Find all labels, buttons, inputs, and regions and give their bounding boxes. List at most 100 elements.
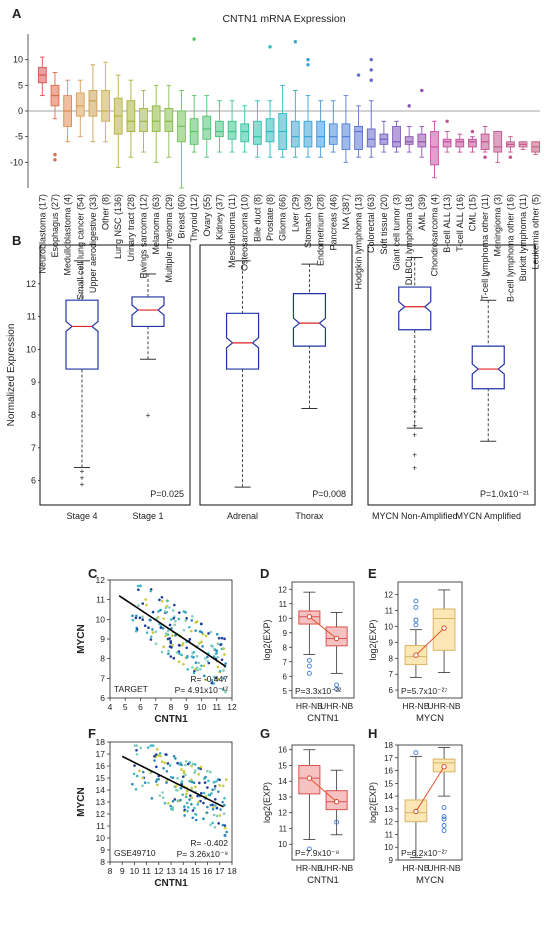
panel-h-ytick-label: 10 [384,843,393,852]
panel-f-point [185,792,188,796]
panel-a-category-label: Osteosarcoma (10) [240,194,250,271]
panel-c-point [204,634,208,638]
panel-a-box-15: Mesothelioma (11) [227,100,237,268]
panel-d-ytick-label: 6 [283,672,288,681]
panel-f-point [186,809,189,813]
panel-g-category-label: UHR-NB [320,863,353,873]
panel-e-mean-point [413,652,419,658]
panel-c-point [162,645,165,649]
panel-a-category-label: Lung NSC (136) [113,194,123,259]
panel-c-point [161,627,165,630]
panel-c-point [136,584,140,588]
panel-a-box-17: Bile duct (8) [252,100,262,242]
panel-f-point [190,780,194,784]
panel-f-point [183,808,186,812]
panel-c-point [187,625,191,629]
panel-h-ytick-label: 16 [384,767,393,776]
panel-a-box-33: T-cell ALL (16) [455,133,465,252]
panel-f-point [193,771,196,775]
panel-f-dataset-label: GSE49710 [114,848,156,858]
panel-h-ytick-label: 12 [384,818,393,827]
panel-b-ytick-label: 11 [27,312,36,322]
panel-f-point [139,746,143,750]
panel-c-point [172,616,176,620]
panel-a-outlier [508,155,513,159]
panel-f-point [172,755,176,758]
panel-b-category-label: Stage 4 [66,511,97,521]
panel-d-ytick-label: 9 [283,629,288,638]
panel-f-point [170,807,173,811]
panel-h-xlabel: MYCN [416,875,444,886]
panel-g-outlier [306,846,312,852]
panel-c-point [220,636,224,640]
panel-f-r-value: R= -0.402 [190,838,228,848]
panel-f-point [218,784,221,787]
panel-c-point [191,615,194,618]
panel-c-point [171,644,174,647]
panel-label-B: B [12,233,21,248]
panel-a-category-label: Giant cell tumor (3) [392,194,402,271]
panel-h-ytick-label: 9 [389,856,394,865]
panel-a-box-20: Liver (29) [290,90,300,232]
panel-label-H: H [368,726,377,741]
panel-c-point [173,623,176,627]
panel-f-point [184,759,188,763]
panel-h-outlier [441,816,447,822]
panel-c-xlabel: CNTN1 [154,714,188,725]
panel-f-point [188,798,191,801]
panel-a-box-26: Colorectal (63) [366,100,376,253]
panel-a-box-38: Burkitt lymphoma (11) [518,141,528,281]
panel-b-category-label: Thorax [295,511,324,521]
panel-f-point [163,761,167,765]
panel-e-ytick-label: 9 [389,638,394,647]
panel-f-point [190,764,194,768]
panel-c-point [167,652,170,656]
panel-f-point [141,784,144,788]
panel-f-point [168,764,172,767]
panel-a-box-5: Other (8) [101,61,111,230]
panel-c-point [194,629,197,632]
panel-c-point [147,626,150,630]
panel-c-point [201,645,204,648]
panel-f-point [155,747,159,751]
panel-c-point [168,637,171,640]
panel-d-category-label: UHR-NB [320,701,353,711]
panel-c-xtick-label: 9 [184,702,189,712]
panel-c-point [184,619,187,622]
panel-a-iqr-box [366,128,376,148]
panel-a-category-label: T-cell ALL (16) [455,194,465,252]
panel-c-point [160,599,164,603]
panel-f-point [199,791,203,795]
panel-g-mean-point [306,775,313,781]
panel-c-point [190,629,193,633]
panel-f-point [188,794,192,798]
panel-a-category-label: Multiple myeloma (29) [164,194,174,283]
panel-c-point [151,610,155,614]
panel-c-point [138,616,142,620]
panel-c-point [185,656,189,660]
panel-f-point [174,784,178,788]
panel-c-xtick-label: 8 [169,702,174,712]
panel-c-p-value: P= 4.91x10⁻¹² [175,685,229,695]
panel-c-point [166,633,170,636]
panel-c-ytick-label: 11 [96,595,105,605]
panel-a-outlier [53,158,57,162]
panel-h-ytick-label: 15 [384,779,393,788]
panel-h-ytick-label: 17 [384,754,393,763]
panel-e-category-label: HR-NB [402,701,429,711]
panel-c-point [131,614,134,618]
panel-a-category-label: Esophagus (27) [50,194,60,258]
panel-f-point [174,757,177,760]
panel-h-ytick-label: 18 [384,741,393,750]
panel-a-category-label: B-cell ALL (13) [442,194,452,253]
panel-f-point [183,814,186,817]
panel-f-point [214,780,218,783]
panel-label-G: G [260,726,270,741]
panel-c-point [177,617,181,621]
panel-a-iqr-box [126,100,136,132]
panel-f-point [212,813,216,817]
panel-c-point [188,637,192,641]
